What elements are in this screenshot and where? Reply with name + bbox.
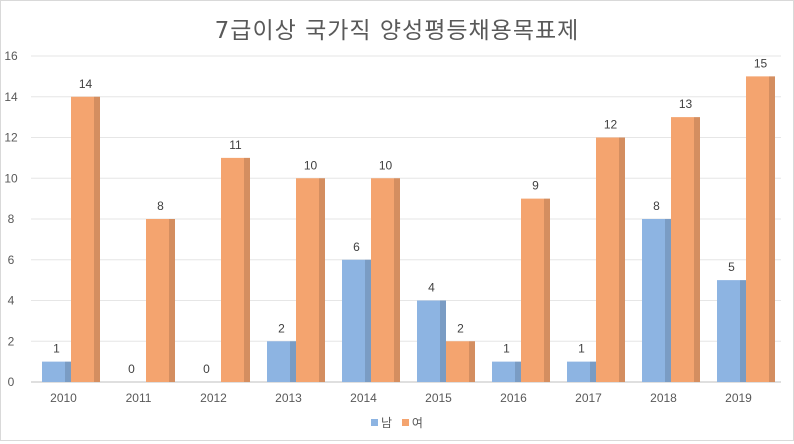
legend-item-male: 남 — [371, 414, 392, 431]
data-label: 13 — [679, 97, 693, 111]
bar-male — [42, 361, 71, 382]
bar-female — [371, 178, 400, 382]
legend-swatch-female — [401, 419, 409, 426]
bar-shadow — [619, 137, 625, 382]
x-tick-label: 2015 — [425, 391, 452, 405]
bar-shadow — [515, 361, 521, 382]
y-tick-label: 6 — [8, 253, 15, 267]
bar-female — [746, 76, 775, 382]
y-tick-label: 2 — [8, 334, 15, 348]
bar-shadow — [665, 219, 671, 382]
x-tick-label: 2018 — [650, 391, 677, 405]
data-label: 14 — [79, 77, 93, 91]
data-label: 6 — [353, 240, 360, 254]
bar-female — [221, 157, 250, 382]
bar-shadow — [740, 280, 746, 382]
x-tick-label: 2019 — [725, 391, 752, 405]
data-label: 0 — [128, 362, 135, 376]
bar-shadow — [769, 76, 775, 382]
data-label: 1 — [503, 342, 510, 356]
data-label: 1 — [53, 342, 60, 356]
bar-shadow — [394, 178, 400, 382]
x-tick-label: 2017 — [575, 391, 602, 405]
bar-female — [296, 178, 325, 382]
data-label: 1 — [578, 342, 585, 356]
bar-shadow — [244, 157, 250, 382]
y-tick-label: 0 — [8, 375, 15, 389]
x-tick-label: 2016 — [500, 391, 527, 405]
data-label: 2 — [457, 321, 464, 335]
x-tick-label: 2010 — [50, 391, 77, 405]
bar-shadow — [590, 361, 596, 382]
data-label: 10 — [379, 158, 393, 172]
x-tick-label: 2014 — [350, 391, 377, 405]
data-label: 12 — [604, 118, 618, 132]
x-tick-label: 2013 — [275, 391, 302, 405]
data-label: 8 — [653, 199, 660, 213]
y-tick-label: 8 — [8, 212, 15, 226]
legend-label-female: 여 — [411, 416, 423, 430]
legend-label-male: 남 — [381, 416, 393, 430]
bar-male — [342, 259, 371, 382]
bar-male — [417, 300, 446, 382]
y-tick-label: 16 — [4, 49, 18, 63]
bar-shadow — [169, 219, 175, 382]
bar-female — [146, 219, 175, 382]
bar-male — [717, 280, 746, 382]
y-tick-label: 12 — [4, 131, 18, 145]
bar-female — [671, 117, 700, 382]
bar-female — [71, 96, 100, 382]
chart-title: 7급이상 국가직 양성평등채용목표제 — [214, 18, 580, 44]
data-label: 9 — [532, 179, 539, 193]
bar-male — [267, 341, 296, 382]
bar-shadow — [544, 198, 550, 382]
bar-shadow — [469, 341, 475, 382]
bar-male — [642, 219, 671, 382]
data-label: 5 — [728, 260, 735, 274]
bar-female — [596, 137, 625, 382]
y-tick-label: 10 — [4, 171, 18, 185]
bar-shadow — [694, 117, 700, 382]
bar-shadow — [319, 178, 325, 382]
bar-male — [567, 361, 596, 382]
data-label: 2 — [278, 321, 285, 335]
y-tick-label: 4 — [8, 294, 15, 308]
bar-shadow — [65, 361, 71, 382]
data-label: 15 — [754, 56, 768, 70]
bar-male — [492, 361, 521, 382]
data-label: 11 — [229, 138, 242, 152]
x-tick-label: 2011 — [126, 391, 152, 405]
legend-swatch-male — [371, 419, 379, 426]
y-tick-label: 14 — [4, 90, 18, 104]
legend: 남 여 — [1, 414, 793, 431]
data-label: 4 — [428, 281, 435, 295]
legend-item-female: 여 — [401, 414, 423, 431]
bar-shadow — [290, 341, 296, 382]
data-label: 10 — [304, 158, 318, 172]
bar-shadow — [440, 300, 446, 382]
bar-shadow — [365, 259, 371, 382]
bar-female — [446, 341, 475, 382]
data-label: 8 — [157, 199, 164, 213]
x-tick-label: 2012 — [200, 391, 227, 405]
bar-shadow — [94, 96, 100, 382]
bar-female — [521, 198, 550, 382]
data-label: 0 — [203, 362, 210, 376]
